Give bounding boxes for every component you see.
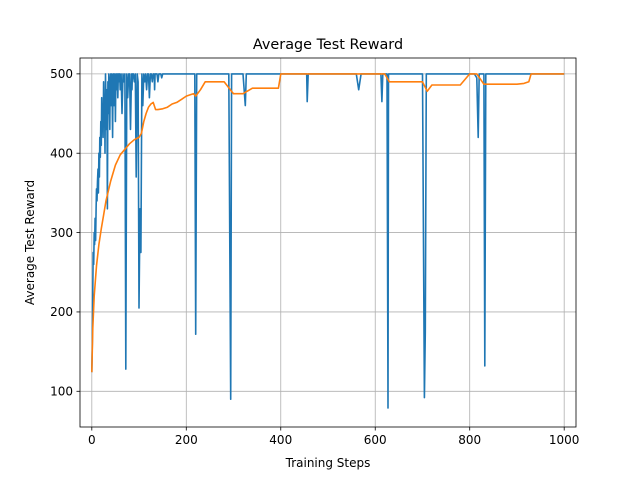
x-tick-label: 200 [175, 433, 198, 447]
series-line-moving-average [91, 73, 565, 373]
x-axis-ticks: 0 200 400 600 800 1000 [88, 427, 579, 447]
y-tick-label: 200 [50, 305, 73, 319]
y-tick-label: 400 [50, 147, 73, 161]
y-axis-ticks: 100 200 300 400 500 [50, 67, 80, 399]
series-line-test-reward [91, 73, 565, 409]
x-tick-label: 0 [88, 433, 96, 447]
series-group [91, 73, 565, 409]
plot-frame [79, 57, 577, 428]
x-tick-label: 600 [364, 433, 387, 447]
chart-title: Average Test Reward [253, 37, 403, 53]
y-axis-label: Average Test Reward [23, 180, 37, 305]
y-tick-label: 100 [50, 385, 73, 399]
y-tick-label: 500 [50, 67, 73, 81]
x-tick-label: 800 [458, 433, 481, 447]
x-tick-label: 1000 [549, 433, 580, 447]
y-tick-label: 300 [50, 226, 73, 240]
x-axis-label: Training Steps [285, 456, 371, 470]
x-tick-label: 400 [269, 433, 292, 447]
